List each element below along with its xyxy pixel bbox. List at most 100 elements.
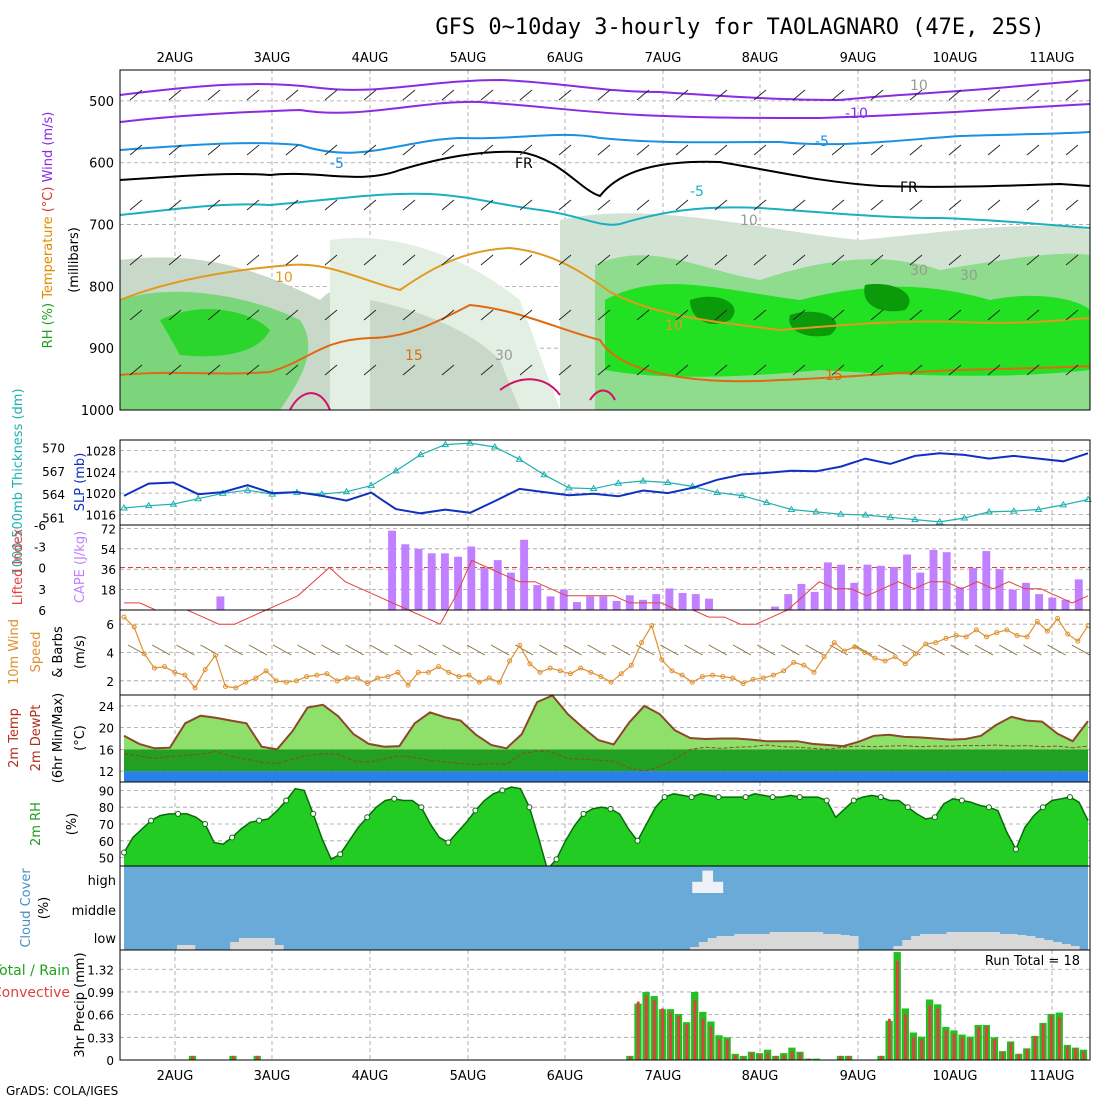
rh-point (688, 794, 695, 801)
wind-barb (519, 254, 533, 266)
wind-barb (324, 199, 338, 211)
wind-barb-10m (1023, 644, 1042, 656)
wind-speed-point (395, 669, 401, 675)
rh-point (742, 794, 749, 801)
cloud-low-bar (247, 938, 258, 950)
rh-point (661, 794, 668, 801)
cloud-level-label: middle (72, 904, 116, 919)
cloud-level-label: high (88, 874, 116, 889)
wind-barb (948, 254, 962, 266)
wind-barb (363, 144, 377, 156)
wind-speed-point (740, 681, 746, 687)
cape-bar (678, 593, 687, 610)
cloud-low-bar (804, 932, 815, 950)
wind-speed-point (720, 674, 726, 680)
wind-speed-point (456, 674, 462, 680)
date-label-bottom: 11AUG (1029, 1069, 1074, 1084)
precip-conv-bar (1074, 1048, 1078, 1060)
rh-point (850, 797, 857, 804)
cloud-low-bar (973, 932, 983, 950)
wind-speed-point (852, 644, 858, 650)
wind-barb-10m (418, 644, 437, 656)
precip-conv-bar (717, 1039, 721, 1060)
wind-barb (246, 144, 260, 156)
wind-speed-point (984, 634, 990, 640)
slp-ylabel: SLP (mb) (73, 453, 88, 512)
thickness-point (169, 500, 178, 507)
cape-bar (969, 568, 978, 610)
wind-barb-10m (660, 644, 679, 656)
cape-bar (982, 551, 991, 610)
wind-barb (870, 364, 884, 376)
cloud-low-bar (796, 932, 806, 950)
li-tick-label: 6 (38, 604, 46, 618)
wind-barb (480, 199, 494, 211)
wind-barb (402, 309, 416, 321)
precip-conv-bar (677, 1016, 681, 1060)
wind-barb (870, 309, 884, 321)
wind-barb (870, 89, 884, 101)
precip-conv-bar (644, 995, 648, 1060)
thickness-point (639, 476, 647, 484)
cape-bar (652, 594, 661, 610)
wind-barb (285, 199, 299, 211)
wind-barb-10m (369, 644, 389, 656)
cloud-low-bar (1026, 936, 1036, 950)
wind-barb (675, 364, 689, 376)
wind-barb-10m (272, 644, 292, 656)
wind-speed-point (912, 651, 918, 657)
contour-label: 15 (405, 348, 423, 364)
thickness-point (1009, 507, 1018, 514)
precip-conv-bar (896, 961, 899, 1060)
temperature-contour (119, 246, 1091, 332)
wind-speed-point (953, 633, 959, 638)
cloud-low-bar (690, 947, 700, 950)
wind-speed-point (801, 662, 807, 668)
slp-tick-label: 1028 (85, 445, 116, 459)
wind-speed-point (699, 674, 705, 680)
wind-barb (948, 364, 962, 376)
wind-barb (636, 254, 650, 266)
precip-conv-bar (1025, 1049, 1029, 1060)
pressure-tick-label: 900 (89, 342, 114, 357)
wind-barb (246, 309, 260, 321)
wind-barb (597, 199, 611, 211)
wind-speed-point (446, 669, 452, 675)
wind-speed-point (710, 672, 716, 678)
wind-speed-point (476, 679, 482, 685)
thickness-point (787, 505, 796, 513)
wind-barb-10m (877, 644, 897, 656)
li-line (124, 559, 1089, 625)
wind-barb (909, 309, 923, 321)
wind-barb (948, 199, 962, 211)
credit: GrADS: COLA/IGES (6, 1084, 118, 1098)
precip-conv-bar (1017, 1053, 1021, 1060)
date-label-top: 11AUG (1029, 51, 1074, 66)
wind-speed-point (243, 679, 249, 685)
precip-conv-bar (652, 1000, 656, 1060)
temp-tick-label: 16 (99, 743, 114, 757)
rh-area (124, 787, 1088, 870)
cloud-low-bar (1043, 940, 1054, 950)
wind-speed-point (375, 675, 381, 681)
wind-speed-point (994, 630, 1000, 636)
warm-contour (289, 378, 616, 411)
wind-barb (207, 144, 221, 156)
rh-point (229, 834, 236, 841)
wind-barb (441, 89, 455, 101)
wind-speed-point (385, 674, 391, 680)
cloud-low-bar (1008, 934, 1018, 950)
wind-speed-point (233, 685, 239, 691)
precip-conv-bar (920, 1039, 924, 1060)
wind-speed-point (547, 665, 553, 671)
wind-barb (558, 254, 572, 266)
wind-barb (285, 309, 299, 321)
rh-shading (690, 284, 910, 337)
thickness-line (123, 442, 1089, 523)
wind-barb (519, 199, 533, 211)
wind-barb (987, 364, 1001, 376)
cape-bar (599, 596, 608, 610)
precip-ylabel3: 3hr Precip (mm) (73, 952, 88, 1057)
cape-bar (467, 546, 476, 610)
date-label-bottom: 7AUG (645, 1069, 682, 1084)
